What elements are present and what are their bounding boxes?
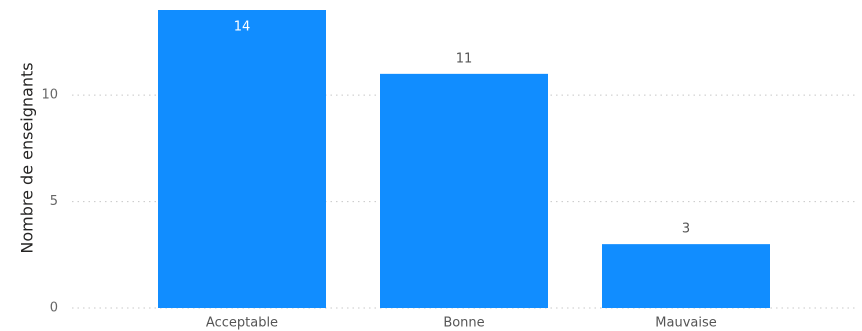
x-category-label: Bonne: [443, 316, 484, 331]
y-tick-label: 10: [41, 88, 58, 103]
data-labels: 14 11 3: [234, 20, 690, 237]
y-axis-label: Nombre de enseignants: [18, 62, 37, 253]
x-axis-categories: Acceptable Bonne Mauvaise: [206, 316, 717, 331]
y-axis-ticks: 0 5 10: [41, 88, 58, 316]
y-tick-label: 0: [50, 301, 58, 316]
bar-mauvaise[interactable]: [602, 244, 770, 308]
data-label: 11: [456, 51, 473, 66]
x-category-label: Acceptable: [206, 316, 278, 331]
y-tick-label: 5: [50, 194, 58, 209]
data-label: 14: [234, 20, 251, 35]
data-label: 3: [682, 222, 690, 237]
x-category-label: Mauvaise: [655, 316, 716, 331]
bar-bonne[interactable]: [380, 73, 548, 308]
bars: [158, 10, 770, 308]
bar-acceptable[interactable]: [158, 10, 326, 308]
